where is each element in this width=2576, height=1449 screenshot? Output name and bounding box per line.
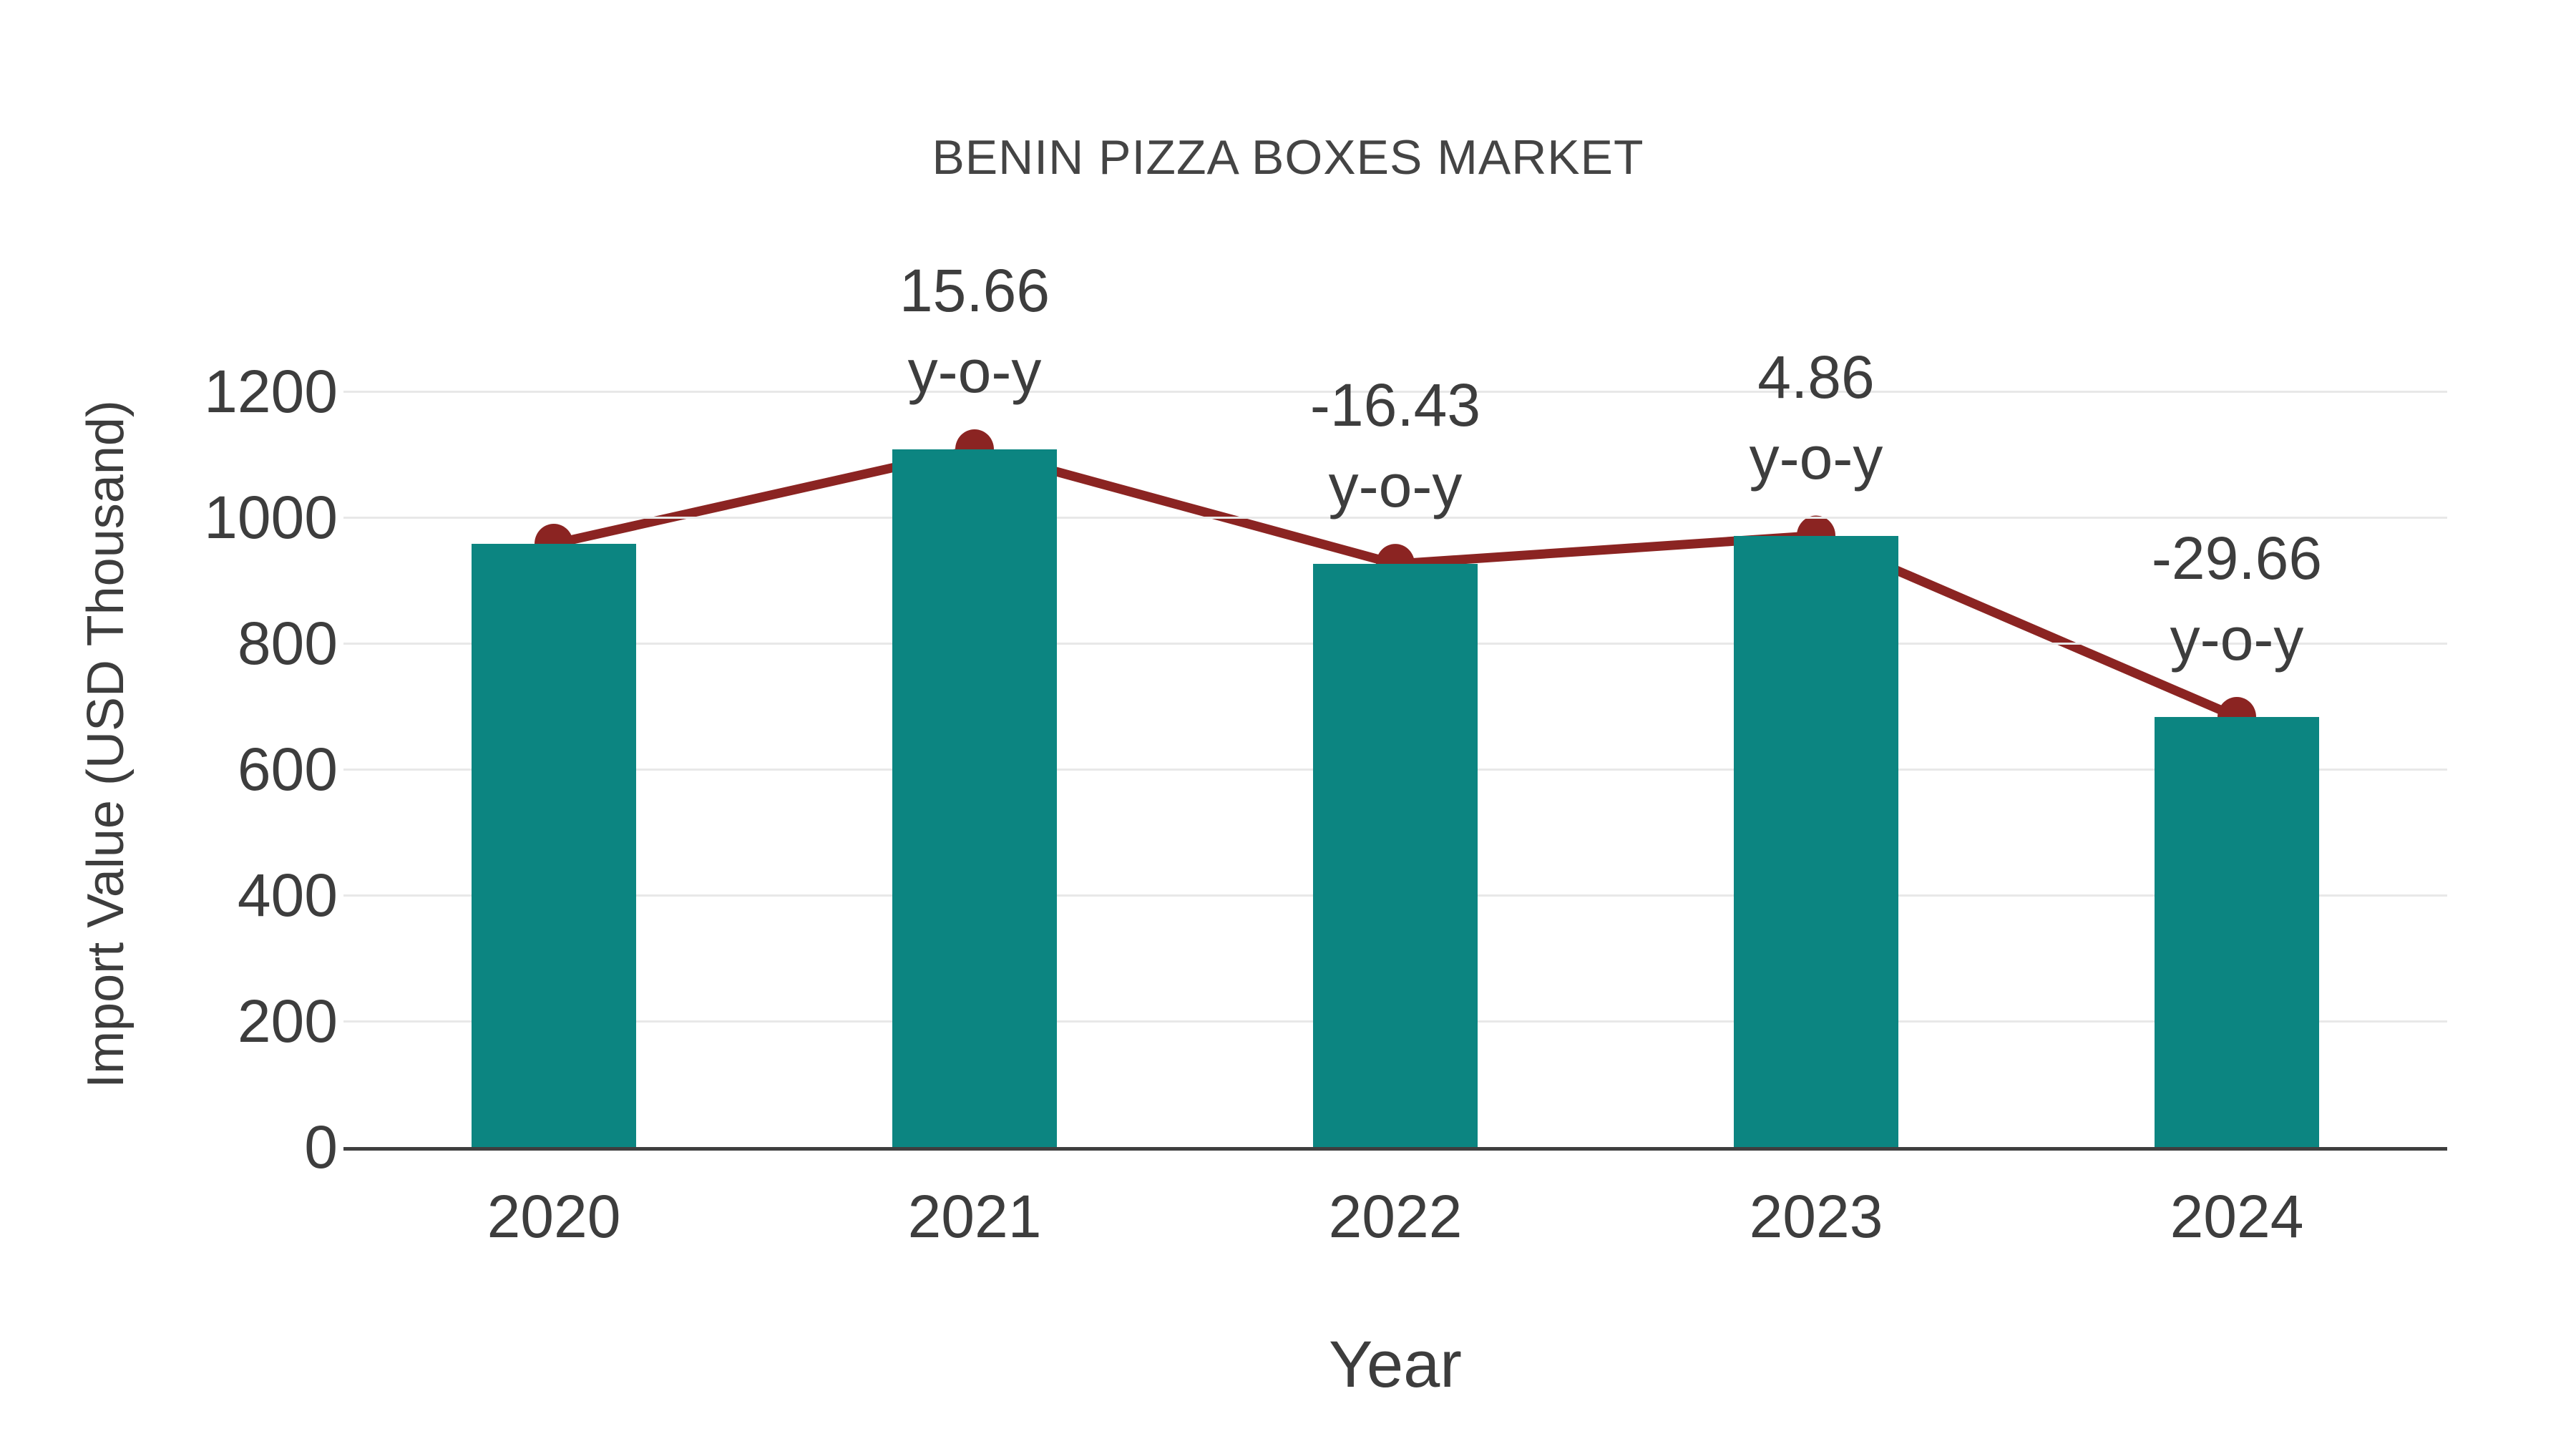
bar-2022 bbox=[1313, 564, 1478, 1147]
yoy-value-2022: -16.43 bbox=[1309, 371, 1481, 439]
x-tick-label-2020: 2020 bbox=[487, 1183, 621, 1250]
bar-2024 bbox=[2155, 716, 2319, 1147]
y-tick-label-800: 800 bbox=[237, 610, 338, 677]
bar-2023 bbox=[1734, 535, 1898, 1147]
plot-area: 15.66 y-o-y -16.43 y-o-y 4.86 y-o-y -29.66 y-o-… bbox=[343, 0, 2447, 1151]
gridline-1200 bbox=[343, 390, 2447, 393]
y-tick-label-600: 600 bbox=[237, 736, 338, 803]
yoy-value-2023: 4.86 bbox=[1757, 343, 1875, 411]
gridline-1000 bbox=[343, 516, 2447, 519]
y-tick-label-1200: 1200 bbox=[204, 358, 338, 425]
chart-title: BENIN PIZZA BOXES MARKET bbox=[932, 130, 1644, 185]
yoy-suffix-2022: y-o-y bbox=[1328, 452, 1463, 520]
y-tick-label-400: 400 bbox=[237, 862, 338, 929]
yoy-suffix-2024: y-o-y bbox=[2170, 605, 2304, 673]
x-tick-label-2023: 2023 bbox=[1749, 1183, 1883, 1250]
yoy-suffix-2023: y-o-y bbox=[1749, 424, 1883, 492]
x-tick-label-2024: 2024 bbox=[2170, 1183, 2304, 1250]
bar-2021 bbox=[892, 449, 1057, 1147]
yoy-value-2021: 15.66 bbox=[899, 256, 1050, 324]
yoy-suffix-2021: y-o-y bbox=[907, 337, 1042, 405]
y-tick-label-200: 200 bbox=[237, 987, 338, 1055]
x-axis-title: Year bbox=[1329, 1328, 1462, 1401]
x-tick-label-2022: 2022 bbox=[1328, 1183, 1463, 1250]
x-tick-label-2021: 2021 bbox=[907, 1183, 1042, 1250]
yoy-value-2024: -29.66 bbox=[2151, 524, 2323, 592]
y-tick-label-0: 0 bbox=[304, 1113, 338, 1181]
y-tick-label-1000: 1000 bbox=[204, 484, 338, 551]
bar-2020 bbox=[472, 543, 636, 1147]
